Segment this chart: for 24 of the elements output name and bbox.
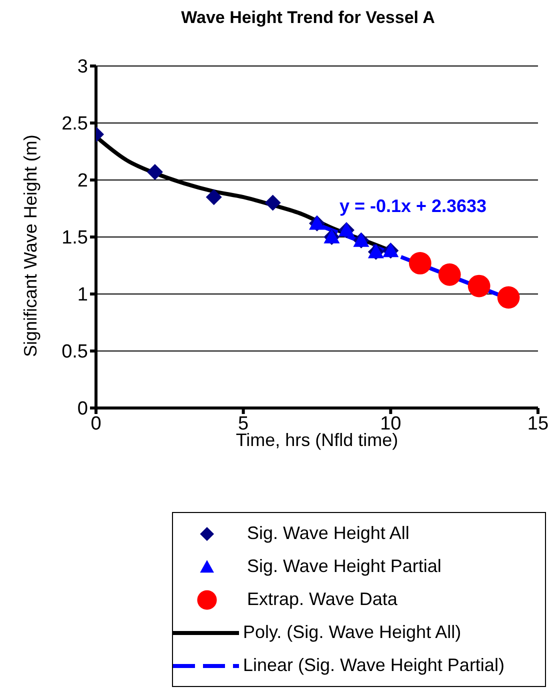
legend-label: Linear (Sig. Wave Height Partial) xyxy=(243,655,504,676)
legend-label: Extrap. Wave Data xyxy=(247,589,398,610)
point xyxy=(146,164,163,180)
y-tick-label: 0 xyxy=(77,398,88,420)
annotation: y = -0.1x + 2.3633 xyxy=(339,196,487,216)
point xyxy=(408,252,432,274)
y-tick-label: 1.5 xyxy=(62,228,88,249)
x-tick-label: 15 xyxy=(527,413,548,434)
y-tick-label: 3 xyxy=(77,56,88,78)
point xyxy=(497,286,520,309)
chart-title: Wave Height Trend for Vessel A xyxy=(180,8,436,28)
legend-label: Sig. Wave Height All xyxy=(247,523,410,544)
point xyxy=(264,194,281,211)
legend-label: Sig. Wave Height Partial xyxy=(247,556,442,577)
y-tick-label: 2.5 xyxy=(62,114,88,135)
point xyxy=(438,263,461,286)
y-axis-title: Significant Wave Height (m) xyxy=(20,134,40,357)
y-tick-label: 1 xyxy=(77,284,88,306)
x-tick-label: 0 xyxy=(90,413,102,434)
point xyxy=(468,274,490,298)
y-tick-label: 2 xyxy=(77,170,88,192)
y-tick-label: 0.5 xyxy=(62,342,88,363)
point xyxy=(206,189,222,206)
legend-label: Poly. (Sig. Wave Height All) xyxy=(243,622,462,643)
